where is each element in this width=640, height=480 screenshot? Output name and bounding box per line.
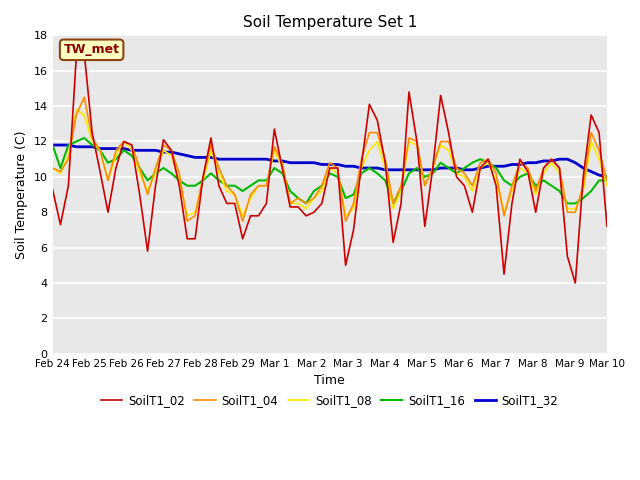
SoilT1_04 (136, 165, 143, 171)
SoilT1_32 (318, 162, 326, 168)
SoilT1_04 (183, 218, 191, 224)
SoilT1_08 (397, 188, 405, 194)
SoilT1_08 (334, 170, 342, 176)
SoilT1_32 (603, 174, 611, 180)
Line: SoilT1_04: SoilT1_04 (52, 97, 607, 221)
SoilT1_04 (588, 130, 595, 135)
SoilT1_08 (183, 213, 191, 219)
SoilT1_32 (572, 160, 579, 166)
SoilT1_16 (302, 201, 310, 206)
Line: SoilT1_32: SoilT1_32 (52, 145, 607, 177)
SoilT1_02 (603, 224, 611, 229)
SoilT1_02 (588, 112, 595, 118)
SoilT1_16 (81, 135, 88, 141)
SoilT1_02 (326, 165, 333, 171)
SoilT1_16 (65, 142, 72, 148)
SoilT1_08 (49, 165, 56, 171)
SoilT1_16 (397, 188, 405, 194)
SoilT1_32 (49, 142, 56, 148)
Legend: SoilT1_02, SoilT1_04, SoilT1_08, SoilT1_16, SoilT1_32: SoilT1_02, SoilT1_04, SoilT1_08, SoilT1_… (97, 389, 563, 411)
SoilT1_02 (389, 240, 397, 245)
Title: Soil Temperature Set 1: Soil Temperature Set 1 (243, 15, 417, 30)
SoilT1_16 (603, 178, 611, 183)
Line: SoilT1_02: SoilT1_02 (52, 53, 607, 283)
SoilT1_16 (49, 142, 56, 148)
X-axis label: Time: Time (314, 374, 345, 387)
SoilT1_04 (334, 165, 342, 171)
Line: SoilT1_16: SoilT1_16 (52, 138, 607, 204)
SoilT1_04 (397, 183, 405, 189)
SoilT1_08 (72, 107, 80, 112)
SoilT1_08 (564, 206, 572, 212)
Text: TW_met: TW_met (63, 43, 120, 56)
SoilT1_08 (603, 183, 611, 189)
SoilT1_16 (334, 174, 342, 180)
SoilT1_04 (49, 165, 56, 171)
SoilT1_04 (564, 209, 572, 215)
Line: SoilT1_08: SoilT1_08 (52, 109, 607, 216)
SoilT1_32 (381, 167, 389, 173)
SoilT1_04 (603, 178, 611, 183)
SoilT1_16 (136, 165, 143, 171)
SoilT1_32 (255, 156, 262, 162)
SoilT1_02 (136, 192, 143, 197)
SoilT1_08 (136, 170, 143, 176)
SoilT1_02 (556, 165, 563, 171)
SoilT1_16 (564, 201, 572, 206)
SoilT1_08 (588, 139, 595, 144)
SoilT1_02 (572, 280, 579, 286)
SoilT1_02 (65, 183, 72, 189)
SoilT1_02 (81, 50, 88, 56)
SoilT1_32 (207, 155, 215, 160)
SoilT1_04 (65, 156, 72, 162)
SoilT1_02 (49, 186, 56, 192)
SoilT1_04 (81, 95, 88, 100)
SoilT1_32 (65, 142, 72, 148)
Y-axis label: Soil Temperature (C): Soil Temperature (C) (15, 130, 28, 259)
SoilT1_16 (588, 188, 595, 194)
SoilT1_08 (65, 153, 72, 158)
